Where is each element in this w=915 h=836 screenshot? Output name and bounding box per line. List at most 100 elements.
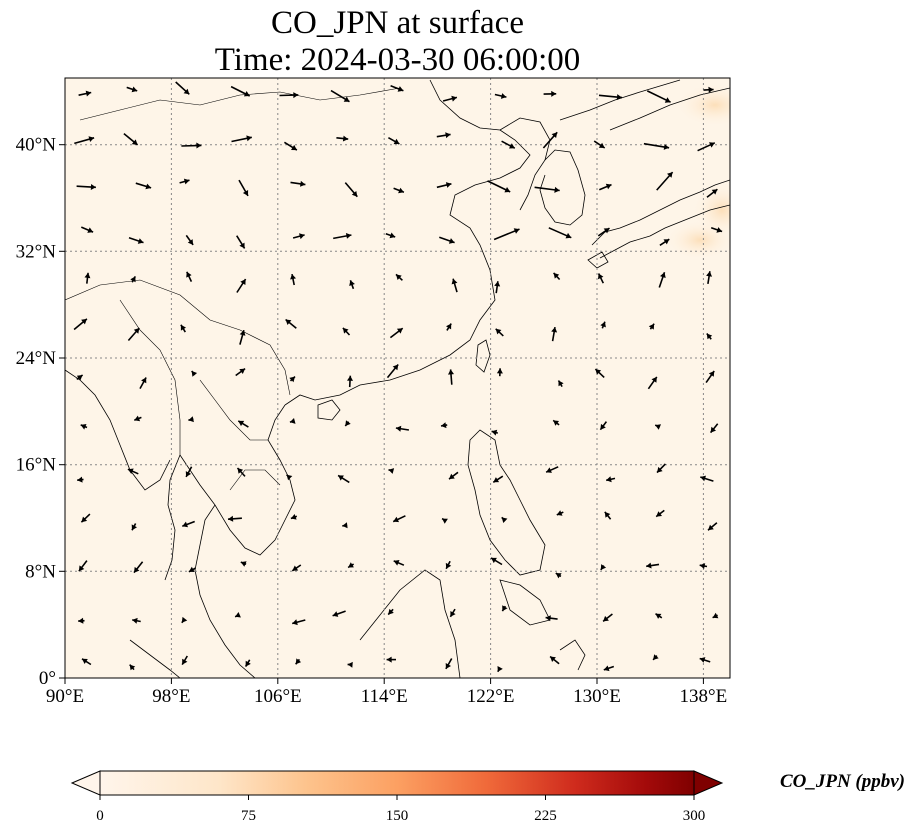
wind-arrow-head (513, 228, 520, 234)
wind-vectors (73, 81, 723, 673)
wind-arrow-head (393, 560, 400, 566)
wind-arrow-head (551, 132, 558, 138)
wind-arrow-head (77, 476, 83, 483)
wind-arrow-head (131, 139, 138, 145)
wind-arrow-head (396, 328, 403, 334)
wind-arrow-head (293, 92, 299, 99)
wind-arrow-head (182, 521, 188, 528)
wind-arrow-head (347, 661, 353, 668)
lat-label: 8°N (25, 561, 56, 582)
colorbar-tick-label: 225 (534, 808, 557, 824)
wind-arrow-head (496, 368, 503, 374)
wind-arrow-head (655, 613, 662, 619)
wind-arrow-head (343, 96, 350, 102)
map-frame (64, 77, 731, 679)
wind-arrow-head (242, 190, 249, 196)
wind-arrow-head (239, 330, 246, 336)
wind-arrow-head (706, 333, 713, 340)
wind-arrow-head (655, 424, 661, 430)
wind-arrow-head (81, 516, 88, 523)
wind-arrow-head (292, 619, 298, 626)
wind-arrow-head (187, 239, 194, 245)
wind-arrow-head (81, 318, 87, 325)
wind-arrow-head (663, 239, 670, 245)
wind-arrow-head (196, 142, 202, 149)
colorbar-max-extend (693, 770, 724, 796)
wind-arrow-head (129, 664, 136, 671)
wind-arrow-head (76, 375, 83, 381)
wind-arrow-head (141, 377, 147, 384)
wind-arrow-head (392, 364, 399, 371)
wind-arrow-head (239, 242, 245, 249)
gridlines (65, 78, 730, 678)
wind-arrow-head (127, 468, 134, 474)
wind-arrow-head (600, 321, 606, 328)
wind-arrow-head (185, 471, 192, 477)
wind-arrow-head (656, 511, 662, 517)
wind-arrow-head (246, 135, 252, 142)
lat-label: 32°N (16, 241, 57, 262)
chart-title-line-1: CO_JPN at surface (271, 5, 524, 41)
wind-arrow-head (553, 272, 560, 279)
wind-arrow-head (134, 415, 141, 422)
wind-arrow-head (84, 272, 91, 279)
wind-arrow-head (448, 369, 454, 375)
wind-arrow-head (448, 238, 455, 244)
wind-arrow-head (292, 565, 299, 571)
wind-arrow-head (553, 420, 559, 426)
wind-arrow-head (289, 418, 296, 424)
wind-arrow-head (240, 279, 246, 285)
lon-label: 122°E (467, 686, 515, 707)
wind-arrow-head (495, 328, 502, 335)
wind-arrow-head (716, 227, 723, 233)
wind-arrow-head (441, 422, 447, 429)
colorbar-tick-label: 0 (96, 808, 104, 824)
colorbar: 0 75 150 225 300 CO_JPN (ppbv) (70, 770, 905, 824)
wind-arrow-head (712, 612, 719, 619)
wind-arrow-head (188, 566, 195, 572)
wind-arrow-head (180, 324, 186, 331)
wind-arrow-head (182, 658, 188, 665)
wind-arrow-head (78, 565, 85, 572)
wind-arrow-head (606, 476, 612, 483)
wind-arrow-head (235, 612, 241, 618)
wind-arrow-head (445, 562, 452, 569)
wind-arrow-head (183, 88, 190, 95)
wind-arrow-head (181, 616, 188, 623)
wind-arrow-head (183, 178, 190, 185)
wind-arrow-head (600, 564, 607, 570)
wind-arrow-head (664, 97, 671, 103)
wind-arrow-head (386, 656, 392, 663)
wind-arrow-head (388, 468, 395, 474)
wind-arrow-head (299, 233, 305, 240)
wind-arrow-head (295, 658, 302, 665)
wind-arrow-head (451, 278, 458, 285)
wind-arrow-head (491, 429, 498, 436)
wind-arrow-head (700, 475, 706, 482)
wind-arrow-head (290, 274, 296, 280)
lat-label: 16°N (16, 455, 57, 476)
wind-arrow-head (133, 328, 140, 334)
lat-label: 0° (39, 668, 56, 689)
wind-arrow-head (332, 611, 339, 617)
wind-arrow-head (240, 561, 247, 567)
wind-arrow-head (648, 323, 655, 330)
lon-label: 114°E (361, 686, 408, 707)
high-concentration-patches (665, 83, 730, 260)
wind-arrow-head (237, 468, 244, 474)
lon-label: 98°E (152, 686, 190, 707)
colorbar-tick-label: 150 (386, 808, 409, 824)
wind-arrow-head (186, 271, 192, 278)
wind-arrow-head (653, 654, 659, 660)
coastlines (65, 79, 730, 678)
wind-arrow-head (145, 183, 152, 190)
wind-arrow-head (188, 416, 194, 423)
lat-label: 24°N (16, 348, 57, 369)
wind-arrow-head (300, 180, 306, 187)
longitude-labels: 90°E 98°E 106°E 114°E 122°E 130°E 138°E (46, 686, 727, 707)
wind-arrow-head (349, 280, 355, 286)
wind-arrow-head (291, 144, 297, 151)
wind-arrow-head (131, 524, 137, 531)
wind-arrow-head (345, 420, 351, 426)
wind-arrow-head (710, 426, 716, 433)
